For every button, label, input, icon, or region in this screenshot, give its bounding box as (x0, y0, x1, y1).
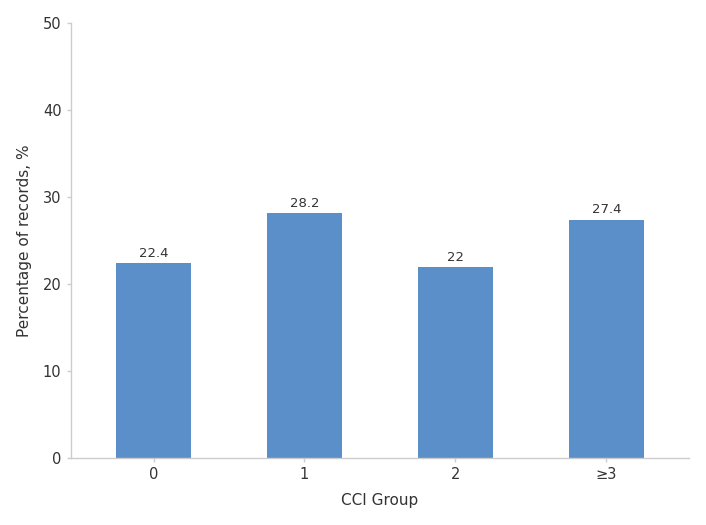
Text: 22.4: 22.4 (139, 247, 168, 260)
Text: 22: 22 (447, 250, 464, 264)
Bar (116, 263, 191, 458)
Bar (568, 219, 644, 458)
Text: 28.2: 28.2 (289, 196, 319, 209)
Bar (267, 213, 342, 458)
Bar (418, 267, 493, 458)
X-axis label: CCI Group: CCI Group (341, 494, 419, 508)
Text: 27.4: 27.4 (592, 204, 621, 216)
Y-axis label: Percentage of records, %: Percentage of records, % (17, 144, 32, 337)
